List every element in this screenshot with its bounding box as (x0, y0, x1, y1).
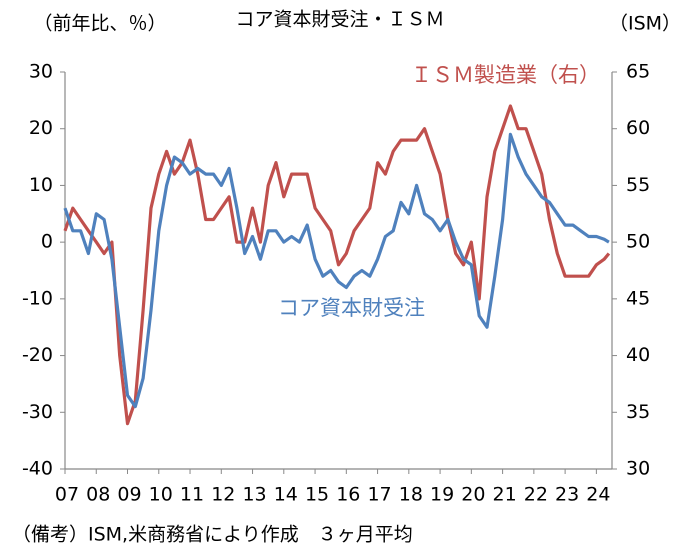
y-tick-label: 10 (29, 174, 53, 196)
x-tick-label: 16 (336, 484, 360, 506)
y-tick-label: 30 (29, 61, 53, 83)
y-tick-label: -20 (22, 344, 53, 366)
x-tick-label: 10 (149, 484, 173, 506)
series-label: ＩＳＭ製造業（右） (411, 63, 600, 87)
y2-tick-label: 65 (626, 61, 650, 83)
x-tick-label: 24 (586, 484, 610, 506)
y2-tick-label: 50 (626, 231, 650, 253)
x-tick-label: 19 (430, 484, 454, 506)
x-tick-label: 17 (367, 484, 391, 506)
y2-tick-label: 30 (626, 458, 650, 480)
x-tick-label: 14 (274, 484, 298, 506)
y-tick-label: -10 (22, 287, 53, 309)
y-tick-label: 20 (29, 117, 53, 139)
x-tick-label: 09 (117, 484, 141, 506)
y-tick-label: -30 (22, 401, 53, 423)
y2-tick-label: 35 (626, 401, 650, 423)
x-tick-label: 15 (305, 484, 329, 506)
x-tick-label: 22 (524, 484, 548, 506)
y2-tick-label: 40 (626, 344, 650, 366)
x-tick-label: 20 (461, 484, 485, 506)
y2-tick-label: 60 (626, 117, 650, 139)
series-label: コア資本財受注 (278, 296, 425, 320)
x-tick-label: 21 (493, 484, 517, 506)
x-tick-label: 11 (180, 484, 204, 506)
y2-tick-label: 55 (626, 174, 650, 196)
y-axis-label: （前年比、％） (33, 13, 166, 35)
note: （備考）ISM,米商務省により作成 ３ヶ月平均 (12, 524, 413, 546)
series-line (63, 104, 611, 426)
x-tick-label: 08 (86, 484, 110, 506)
chart-title: コア資本財受注・ＩＳＭ (235, 9, 444, 31)
x-tick-label: 12 (211, 484, 235, 506)
x-tick-label: 07 (55, 484, 79, 506)
y2-tick-label: 45 (626, 287, 650, 309)
y-tick-label: -40 (22, 458, 53, 480)
x-tick-label: 13 (242, 484, 266, 506)
y2-axis-label: （ISM） (609, 13, 681, 35)
x-tick-label: 18 (399, 484, 423, 506)
y-tick-label: 0 (41, 231, 53, 253)
x-tick-label: 23 (555, 484, 579, 506)
series-line (63, 132, 610, 409)
